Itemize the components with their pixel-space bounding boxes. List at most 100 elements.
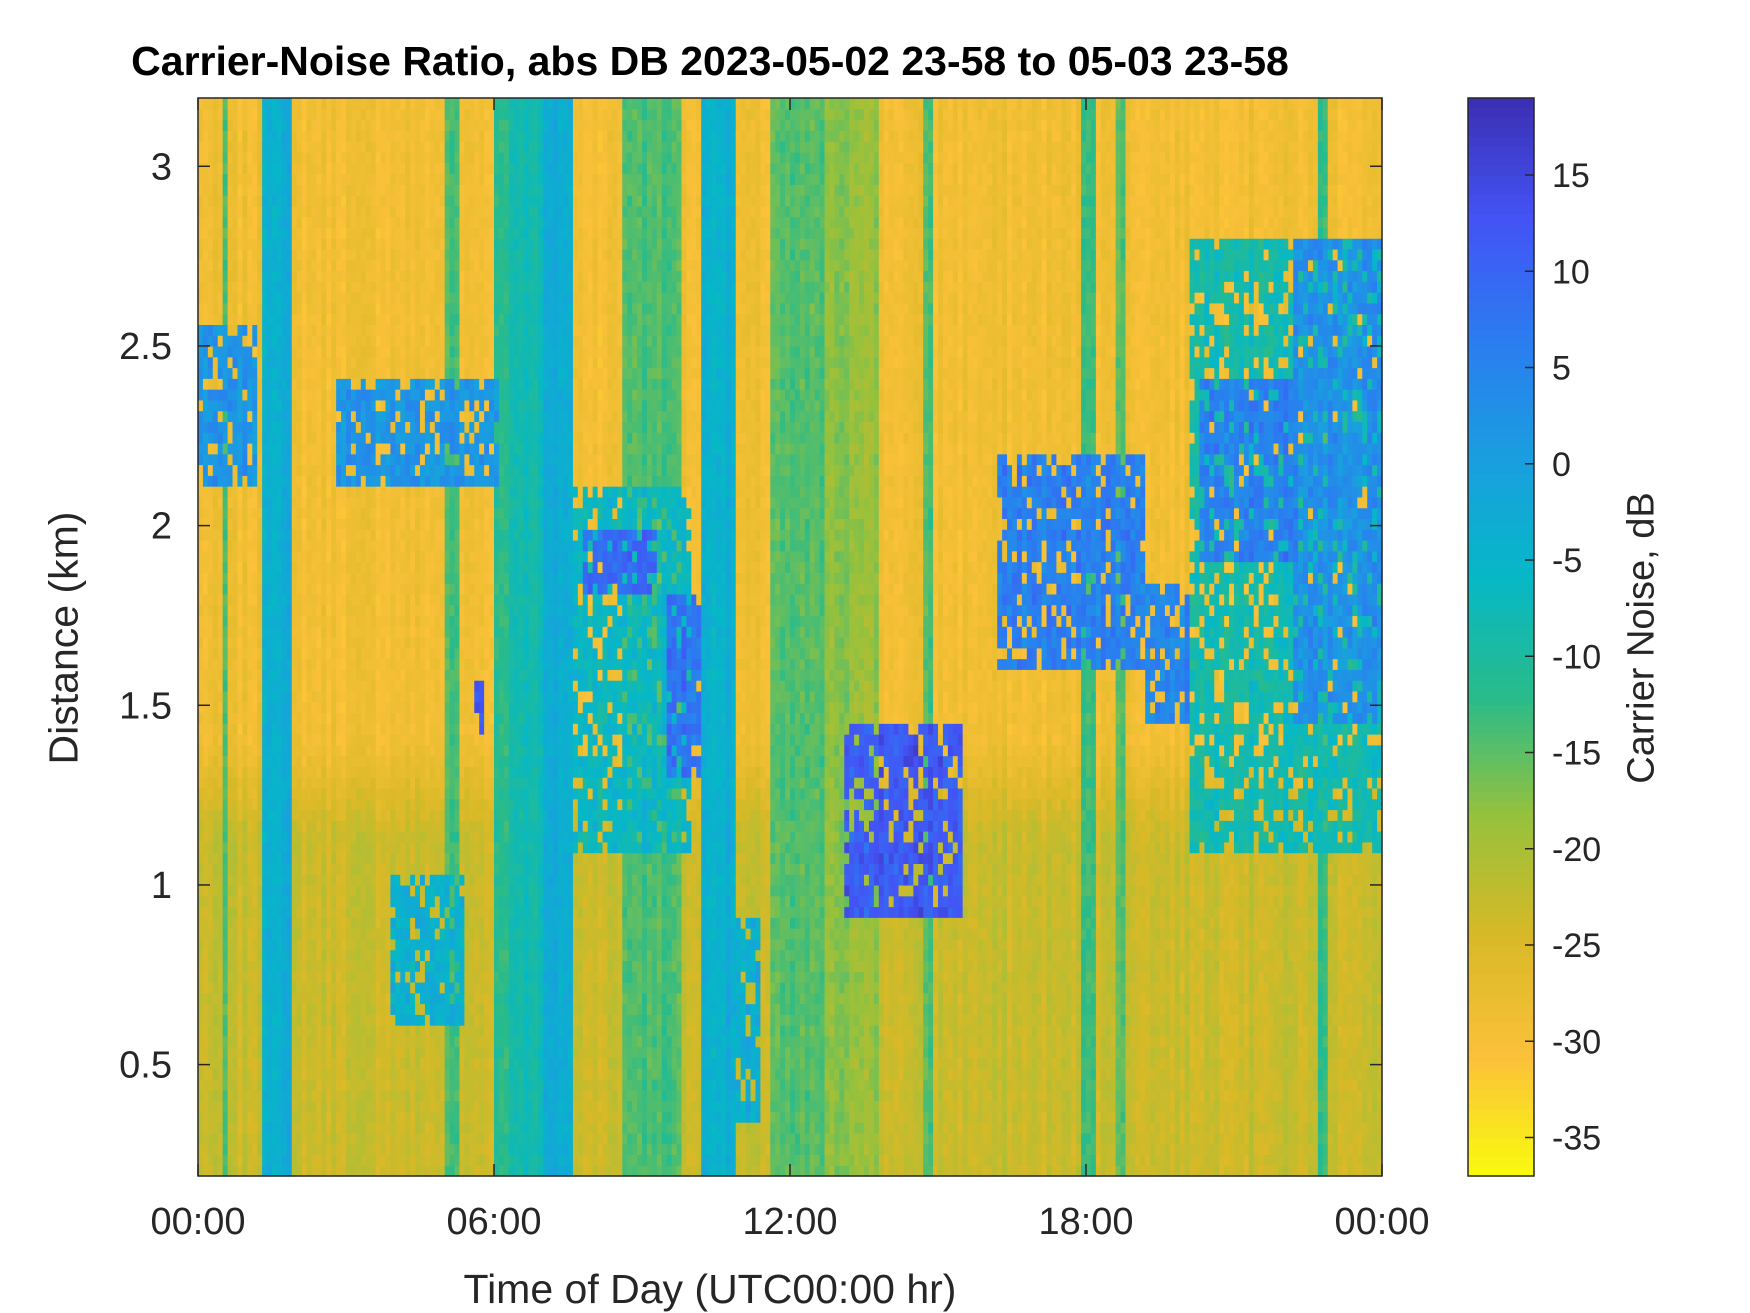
heat-cell: [1288, 1122, 1294, 1134]
heat-cell: [311, 1143, 317, 1156]
heat-cell: [1135, 1165, 1141, 1177]
heat-cell: [291, 1025, 298, 1037]
heat-cell: [1090, 1132, 1097, 1145]
heat-cell: [790, 1003, 796, 1015]
heat-cell: [691, 1111, 697, 1123]
heat-cell: [1046, 960, 1053, 972]
heat-cell: [1076, 1057, 1082, 1069]
heat-cell: [711, 1057, 717, 1069]
heat-cell: [582, 1046, 589, 1059]
heat-cell: [1347, 1111, 1353, 1123]
heat-cell: [301, 1035, 308, 1048]
heat-cell: [484, 971, 490, 983]
heat-cell: [676, 1068, 683, 1080]
heat-cell: [242, 1154, 248, 1166]
heat-cell: [291, 971, 298, 983]
heat-cell: [1056, 1046, 1062, 1059]
heat-cell: [355, 1089, 362, 1102]
heat-cell: [908, 1068, 914, 1080]
heat-cell: [434, 1057, 441, 1069]
heat-cell: [400, 971, 406, 983]
heat-cell: [232, 1154, 239, 1166]
heat-cell: [972, 1078, 979, 1091]
heat-cell: [957, 1143, 964, 1156]
heat-cell: [1367, 1154, 1373, 1166]
heat-cell: [326, 1122, 332, 1134]
heat-cell: [498, 981, 505, 994]
heat-cell: [632, 1111, 638, 1123]
heat-cell: [651, 1122, 658, 1134]
heat-cell: [1071, 1003, 1077, 1015]
heat-cell: [568, 1057, 574, 1069]
heat-cell: [661, 1057, 668, 1069]
heat-cell: [1204, 1111, 1210, 1123]
heat-cell: [252, 992, 258, 1005]
heat-cell: [977, 1003, 983, 1015]
heat-cell: [1288, 1014, 1294, 1026]
heat-cell: [701, 1068, 707, 1080]
heat-cell: [1021, 960, 1028, 972]
heat-cell: [494, 1165, 500, 1177]
heat-cell: [1337, 1100, 1344, 1112]
heat-cell: [1021, 1154, 1028, 1166]
heat-cell: [1273, 1025, 1279, 1037]
heat-cell: [222, 949, 229, 961]
heat-cell: [933, 1046, 939, 1059]
heat-cell: [661, 981, 668, 994]
heat-cell: [1229, 1154, 1235, 1166]
heat-cell: [207, 949, 214, 961]
heat-cell: [1317, 1035, 1324, 1048]
heat-cell: [804, 1132, 811, 1145]
heat-cell: [1288, 1154, 1294, 1166]
heat-cell: [459, 1068, 465, 1080]
heat-cell: [242, 1003, 248, 1015]
heat-cell: [1145, 1154, 1151, 1166]
heat-cell: [1086, 971, 1092, 983]
heat-cell: [918, 949, 924, 961]
heat-cell: [839, 1068, 845, 1080]
heat-cell: [232, 1122, 239, 1134]
heat-cell: [1100, 1111, 1107, 1123]
heat-cell: [804, 1143, 811, 1156]
heat-cell: [656, 1143, 663, 1156]
heat-cell: [933, 1122, 939, 1134]
heat-cell: [1164, 1143, 1171, 1156]
heat-cell: [202, 1025, 209, 1037]
heat-cell: [992, 1014, 998, 1026]
heat-cell: [1322, 992, 1329, 1005]
heat-cell: [311, 1100, 317, 1112]
heat-cell: [1026, 1068, 1033, 1080]
heat-cell: [1071, 1165, 1077, 1177]
heat-cell: [370, 992, 377, 1005]
heat-cell: [508, 1132, 515, 1145]
heat-cell: [276, 1078, 283, 1091]
heat-cell: [1061, 1154, 1067, 1166]
heat-cell: [1327, 1003, 1334, 1015]
heat-cell: [1012, 1035, 1018, 1048]
heat-cell: [1278, 1078, 1284, 1091]
heat-cell: [1268, 1132, 1275, 1145]
heat-cell: [1342, 1046, 1349, 1059]
heat-cell: [360, 960, 367, 972]
heat-cell: [1135, 949, 1141, 961]
heat-cell: [671, 1122, 678, 1134]
heat-cell: [474, 971, 480, 983]
heat-cell: [1031, 960, 1038, 972]
heat-cell: [1016, 1154, 1023, 1166]
heat-cell: [1125, 1111, 1131, 1123]
heat-cell: [528, 1014, 535, 1026]
heat-cell: [429, 1132, 436, 1145]
heat-cell: [1071, 1143, 1077, 1156]
heat-cell: [676, 1143, 683, 1156]
heat-cell: [720, 1057, 727, 1069]
heat-cell: [1026, 1014, 1033, 1026]
heat-cell: [730, 960, 737, 972]
heat-cell: [977, 1057, 983, 1069]
heat-cell: [1312, 1165, 1319, 1177]
heat-cell: [242, 1143, 248, 1156]
heat-cell: [1372, 1025, 1378, 1037]
heat-cell: [227, 1165, 234, 1177]
heat-cell: [942, 1035, 949, 1048]
heat-cell: [735, 1003, 742, 1015]
heat-cell: [977, 1068, 983, 1080]
